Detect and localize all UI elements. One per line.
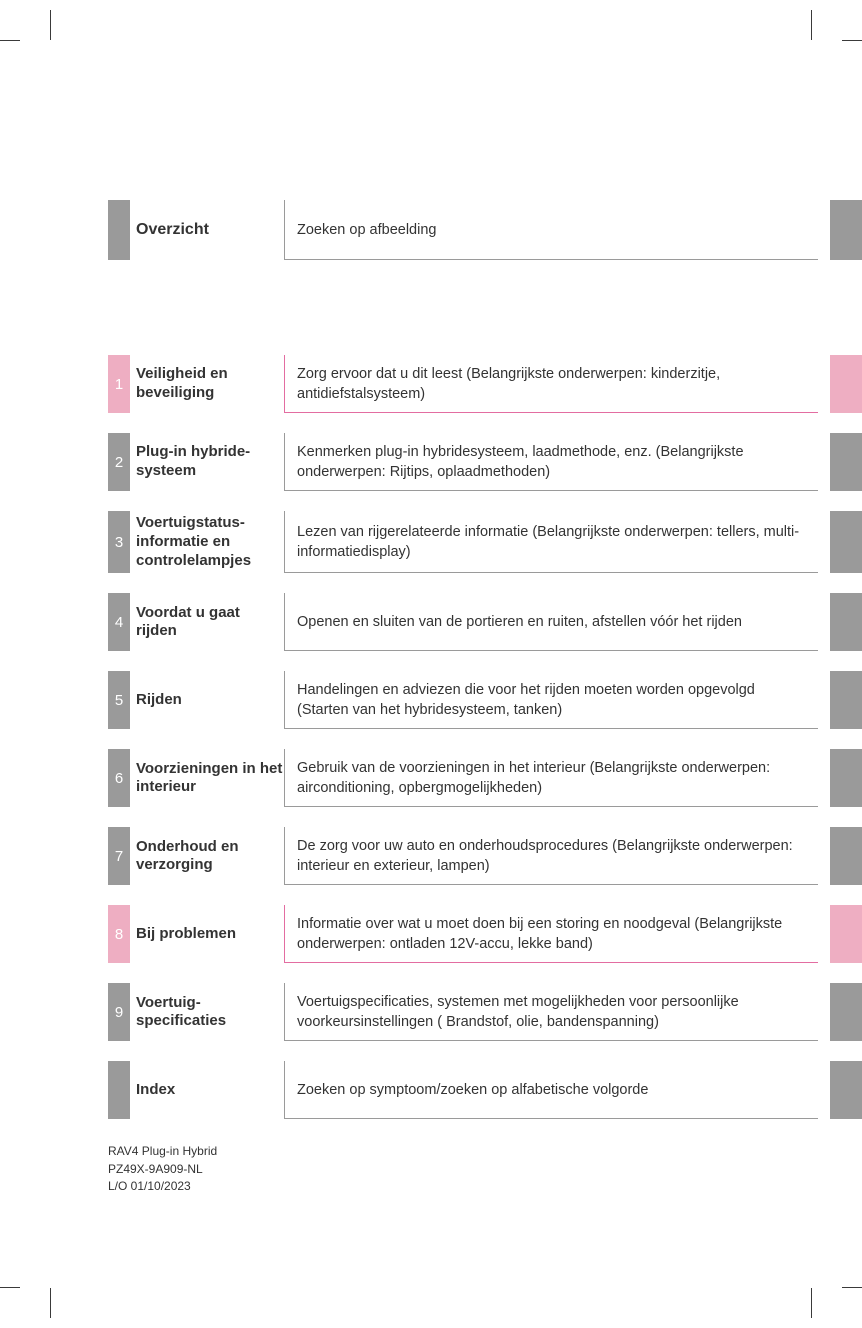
section-description-5: Handelingen en adviezen die voor het rij…	[284, 671, 818, 729]
section-title-1: Veiligheid en beveiliging	[130, 355, 284, 413]
footer: RAV4 Plug-in Hybrid PZ49X-9A909-NL L/O 0…	[108, 1143, 862, 1195]
section-sideblock-6	[830, 749, 862, 807]
row-section-2: 2Plug-in hybride­systeemKenmerken plug-i…	[108, 433, 862, 491]
overview-title: Overzicht	[130, 200, 284, 260]
index-description: Zoeken op symptoom/zoeken op alfabetisch…	[284, 1061, 818, 1119]
section-title-6: Voorzieningen in het interieur	[130, 749, 284, 807]
overview-description: Zoeken op afbeelding	[284, 200, 818, 260]
content-area: Overzicht Zoeken op afbeelding 1Veilighe…	[108, 200, 862, 1195]
row-section-3: 3Voertuigstatus-informatie en controlela…	[108, 511, 862, 573]
section-title-4: Voordat u gaat rijden	[130, 593, 284, 651]
overview-numbox	[108, 200, 130, 260]
section-sideblock-1	[830, 355, 862, 413]
section-description-2: Kenmerken plug-in hybridesysteem, laadme…	[284, 433, 818, 491]
section-title-9: Voertuig-specificaties	[130, 983, 284, 1041]
section-numbox-4: 4	[108, 593, 130, 651]
section-numbox-2: 2	[108, 433, 130, 491]
footer-line-1: RAV4 Plug-in Hybrid	[108, 1143, 862, 1160]
section-description-6: Gebruik van de voorzieningen in het inte…	[284, 749, 818, 807]
section-sideblock-4	[830, 593, 862, 651]
section-sideblock-3	[830, 511, 862, 573]
section-description-1: Zorg ervoor dat u dit leest (Belangrijks…	[284, 355, 818, 413]
row-section-8: 8Bij problemenInformatie over wat u moet…	[108, 905, 862, 963]
row-overview: Overzicht Zoeken op afbeelding	[108, 200, 862, 260]
section-title-5: Rijden	[130, 671, 284, 729]
section-title-3: Voertuigstatus-informatie en controlelam…	[130, 511, 284, 573]
crop-mark-top-right	[842, 40, 862, 70]
row-section-5: 5RijdenHandelingen en adviezen die voor …	[108, 671, 862, 729]
index-sideblock	[830, 1061, 862, 1119]
row-section-6: 6Voorzieningen in het interieurGebruik v…	[108, 749, 862, 807]
section-description-8: Informatie over wat u moet doen bij een …	[284, 905, 818, 963]
section-description-4: Openen en sluiten van de portieren en ru…	[284, 593, 818, 651]
footer-line-3: L/O 01/10/2023	[108, 1178, 862, 1195]
section-title-8: Bij problemen	[130, 905, 284, 963]
row-section-7: 7Onderhoud en verzorgingDe zorg voor uw …	[108, 827, 862, 885]
section-numbox-8: 8	[108, 905, 130, 963]
footer-line-2: PZ49X-9A909-NL	[108, 1161, 862, 1178]
page: Overzicht Zoeken op afbeelding 1Veilighe…	[0, 0, 862, 1328]
section-numbox-3: 3	[108, 511, 130, 573]
section-sideblock-2	[830, 433, 862, 491]
section-numbox-6: 6	[108, 749, 130, 807]
section-sideblock-9	[830, 983, 862, 1041]
section-description-3: Lezen van rijgerelateerde informatie (Be…	[284, 511, 818, 573]
section-numbox-5: 5	[108, 671, 130, 729]
section-numbox-9: 9	[108, 983, 130, 1041]
section-description-9: Voertuigspecificaties, systemen met moge…	[284, 983, 818, 1041]
crop-mark-bottom-right	[842, 1258, 862, 1288]
row-section-9: 9Voertuig-specificatiesVoertuigspecifica…	[108, 983, 862, 1041]
index-title: Index	[130, 1061, 284, 1119]
row-index: Index Zoeken op symptoom/zoeken op alfab…	[108, 1061, 862, 1119]
section-sideblock-8	[830, 905, 862, 963]
overview-sideblock	[830, 200, 862, 260]
section-sideblock-7	[830, 827, 862, 885]
sections-container: 1Veiligheid en beveiligingZorg ervoor da…	[108, 355, 862, 1061]
index-numbox	[108, 1061, 130, 1119]
crop-mark-top-left	[0, 40, 20, 70]
row-section-4: 4Voordat u gaat rijdenOpenen en sluiten …	[108, 593, 862, 651]
section-numbox-1: 1	[108, 355, 130, 413]
row-section-1: 1Veiligheid en beveiligingZorg ervoor da…	[108, 355, 862, 413]
section-numbox-7: 7	[108, 827, 130, 885]
section-description-7: De zorg voor uw auto en onderhoudsproced…	[284, 827, 818, 885]
section-title-7: Onderhoud en verzorging	[130, 827, 284, 885]
section-sideblock-5	[830, 671, 862, 729]
section-title-2: Plug-in hybride­systeem	[130, 433, 284, 491]
crop-mark-bottom-left	[0, 1258, 20, 1288]
